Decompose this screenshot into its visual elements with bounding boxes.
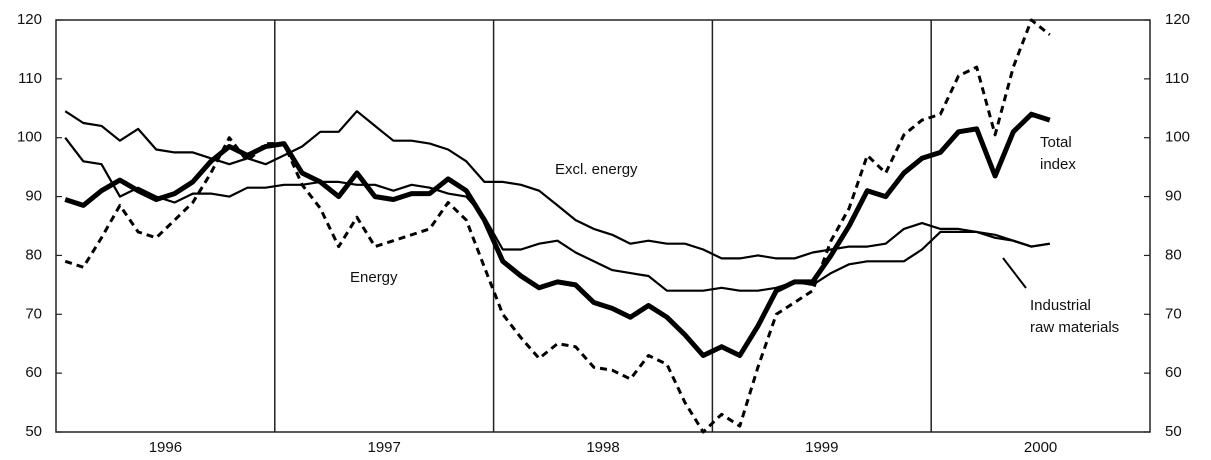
series-line [64, 18, 1051, 434]
leader-line [1002, 257, 1027, 289]
annotation: Industrial [1030, 297, 1091, 314]
y-tick-label: 100 [17, 129, 42, 146]
y2-tick-label: 90 [1165, 188, 1182, 205]
y2-tick-label: 110 [1165, 70, 1189, 87]
y-tick-label: 70 [25, 305, 42, 322]
y-tick-label: 120 [17, 11, 42, 28]
series-line [64, 110, 1050, 260]
x-tick-label: 1996 [149, 439, 182, 456]
annotation: raw materials [1030, 319, 1119, 336]
annotation: Excl. energy [555, 161, 638, 178]
y2-tick-label: 120 [1165, 11, 1190, 28]
y2-tick-label: 80 [1165, 246, 1182, 263]
x-tick-label: 2000 [1024, 439, 1057, 456]
y-tick-label: 80 [25, 246, 42, 263]
y-tick-label: 60 [25, 364, 42, 381]
y2-tick-label: 50 [1165, 423, 1182, 440]
y-tick-label: 110 [18, 70, 42, 87]
x-tick-label: 1999 [805, 439, 838, 456]
y2-tick-label: 70 [1165, 305, 1182, 322]
annotation: Energy [350, 269, 398, 286]
plot-frame [55, 19, 1151, 433]
series-line [64, 137, 1050, 292]
y-tick-label: 90 [25, 188, 42, 205]
x-tick-label: 1998 [586, 439, 619, 456]
annotation: Total [1040, 134, 1072, 151]
series-line [64, 111, 1051, 358]
y2-tick-label: 100 [1165, 129, 1190, 146]
y-tick-label: 50 [25, 423, 42, 440]
x-tick-label: 1997 [368, 439, 401, 456]
y2-tick-label: 60 [1165, 364, 1182, 381]
annotation: index [1040, 156, 1076, 173]
